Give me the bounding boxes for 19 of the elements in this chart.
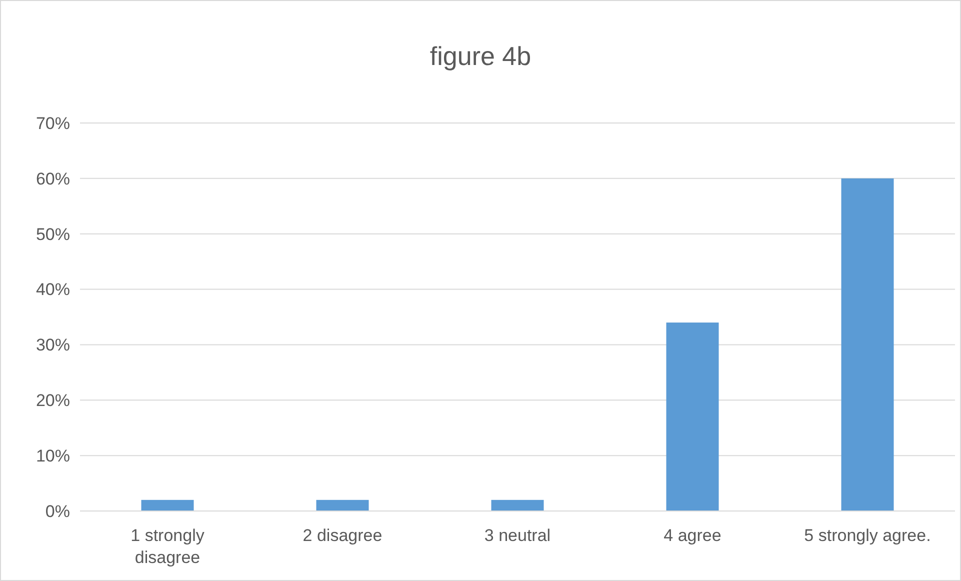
y-tick-label: 40%: [36, 280, 70, 300]
y-tick-label: 50%: [36, 224, 70, 244]
x-tick-label: 5 strongly agree.: [804, 526, 931, 545]
x-tick-label: 3 neutral: [484, 526, 551, 545]
chart-title: figure 4b: [430, 41, 532, 71]
x-tick-label: 1 strongly disagree: [130, 526, 205, 567]
bar: [841, 178, 894, 511]
bar: [316, 500, 369, 511]
bar: [141, 500, 194, 511]
bar: [666, 322, 719, 511]
bar: [491, 500, 544, 511]
x-tick-label: 2 disagree: [302, 526, 382, 545]
y-tick-label: 70%: [36, 114, 70, 133]
y-tick-label: 10%: [36, 446, 70, 466]
y-tick-label: 60%: [36, 169, 70, 188]
y-tick-label: 30%: [36, 336, 70, 355]
y-tick-label: 0%: [45, 502, 70, 521]
x-tick-label: 4 agree: [664, 526, 722, 545]
y-tick-label: 20%: [36, 391, 70, 410]
